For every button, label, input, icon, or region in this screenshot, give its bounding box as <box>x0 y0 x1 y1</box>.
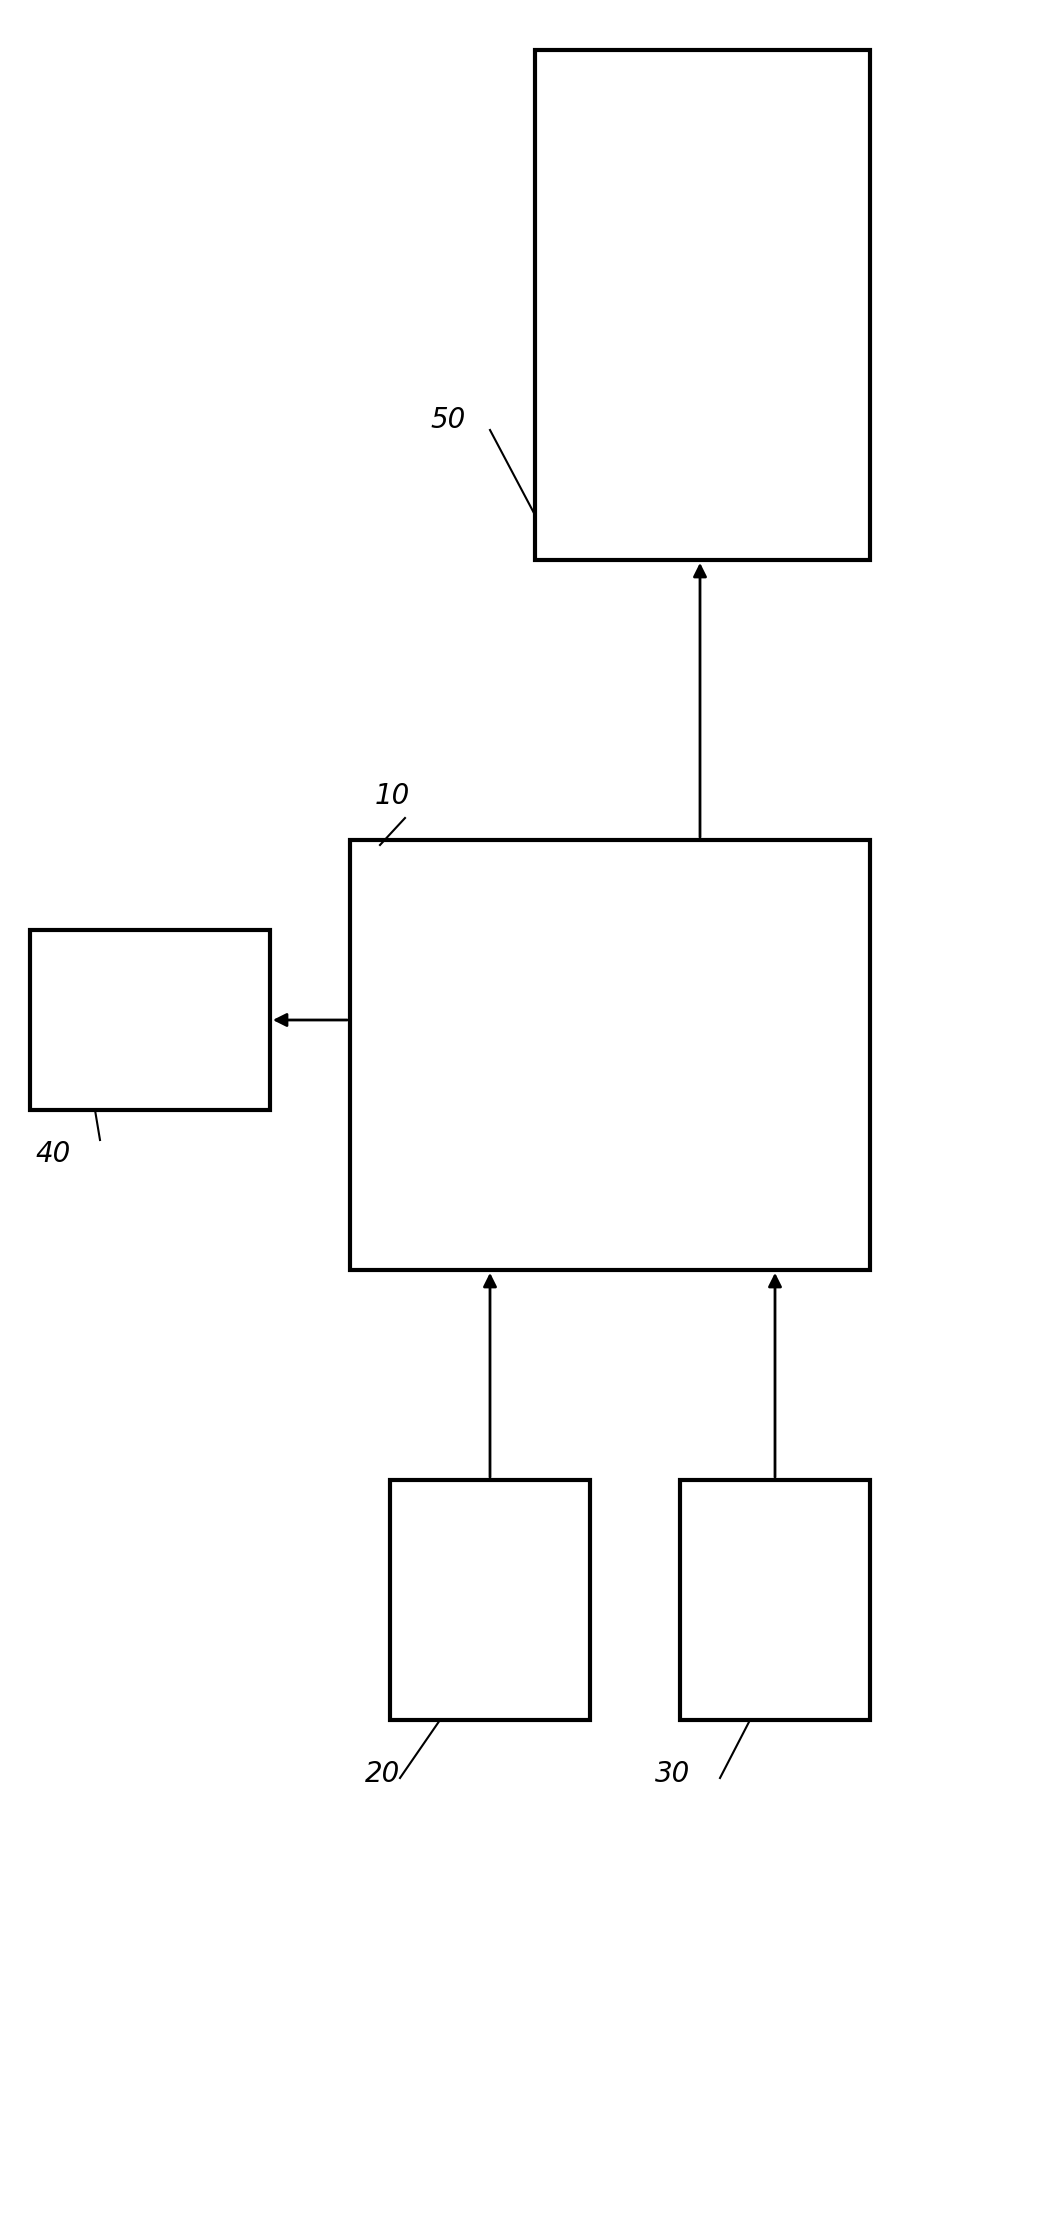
Text: 50: 50 <box>430 405 465 434</box>
Text: 40: 40 <box>35 1140 70 1168</box>
Bar <box>535 51 870 560</box>
Bar <box>30 929 270 1111</box>
Bar <box>350 841 870 1270</box>
Text: 20: 20 <box>365 1759 401 1788</box>
Text: 10: 10 <box>375 781 410 810</box>
Bar <box>390 1480 590 1720</box>
Bar <box>680 1480 870 1720</box>
Text: 30: 30 <box>655 1759 690 1788</box>
